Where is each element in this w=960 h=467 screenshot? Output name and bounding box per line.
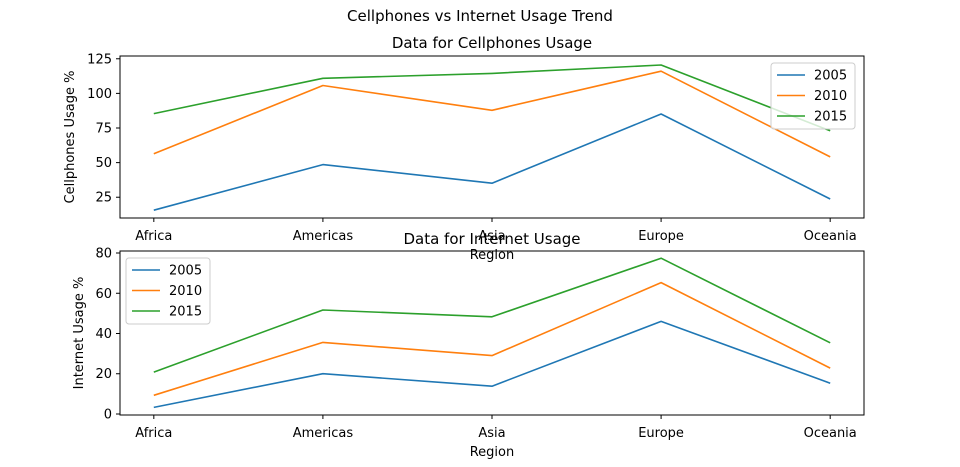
y-tick-label: 100 bbox=[87, 87, 112, 102]
series-line-2015 bbox=[153, 64, 831, 132]
x-tick-label: Europe bbox=[638, 229, 684, 244]
x-tick-label: Africa bbox=[135, 426, 172, 441]
x-tick-label: Americas bbox=[293, 229, 354, 244]
legend-box bbox=[770, 62, 856, 130]
legend-label-2015: 2015 bbox=[169, 305, 202, 320]
y-tick-label: 80 bbox=[95, 247, 112, 262]
legend-label-2005: 2005 bbox=[169, 264, 202, 279]
y-axis-label: Cellphones Usage % bbox=[63, 71, 78, 204]
series-line-2010 bbox=[153, 70, 831, 158]
legend: 2005 2010 2015 bbox=[770, 62, 856, 130]
cellphones-subplot: Region Cellphones Usage % 25 50 75 100 125 Afri… bbox=[63, 34, 865, 263]
y-tick-label: 0 bbox=[104, 407, 112, 422]
subplot-title: Data for Cellphones Usage bbox=[392, 34, 592, 52]
x-tick-label: Asia bbox=[478, 229, 505, 244]
x-tick-label: Americas bbox=[293, 426, 354, 441]
y-axis-label: Internet Usage % bbox=[72, 277, 87, 390]
plot-area bbox=[120, 251, 864, 415]
plot-area bbox=[120, 56, 864, 218]
y-tick-label: 20 bbox=[95, 367, 112, 382]
x-axis-label: Region bbox=[470, 445, 515, 460]
y-tick-label: 25 bbox=[95, 191, 112, 206]
series-line-2005 bbox=[153, 113, 831, 211]
x-axis-label: Region bbox=[470, 248, 515, 263]
y-tick-label: 40 bbox=[95, 327, 112, 342]
subplots-group: Region Internet Usage % 0 20 40 60 80 Africa Ame… bbox=[63, 34, 865, 460]
x-tick-label: Oceania bbox=[804, 426, 857, 441]
x-tick-label: Asia bbox=[478, 426, 505, 441]
y-tick-label: 75 bbox=[95, 122, 112, 137]
y-tick-label: 60 bbox=[95, 287, 112, 302]
internet-subplot: Region Internet Usage % 0 20 40 60 80 Africa Ame… bbox=[72, 247, 865, 460]
axes-frame bbox=[119, 250, 865, 416]
axes-frame bbox=[119, 55, 865, 219]
legend-label-2010: 2010 bbox=[814, 89, 847, 104]
series-line-2005 bbox=[153, 320, 831, 409]
y-tick-label: 125 bbox=[87, 52, 112, 67]
x-tick-label: Europe bbox=[638, 426, 684, 441]
figure-suptitle: Cellphones vs Internet Usage Trend bbox=[347, 7, 613, 25]
legend-box bbox=[125, 257, 211, 325]
x-tick-label: Africa bbox=[135, 229, 172, 244]
legend-label-2005: 2005 bbox=[814, 69, 847, 84]
legend-label-2010: 2010 bbox=[169, 284, 202, 299]
subplot-title: Data for Internet Usage bbox=[403, 230, 580, 248]
series-line-2010 bbox=[153, 281, 831, 397]
series-line-2015 bbox=[153, 257, 831, 373]
y-tick-label: 50 bbox=[95, 156, 112, 171]
x-tick-label: Oceania bbox=[804, 229, 857, 244]
legend: 2005 2010 2015 bbox=[125, 257, 211, 325]
legend-label-2015: 2015 bbox=[814, 110, 847, 125]
